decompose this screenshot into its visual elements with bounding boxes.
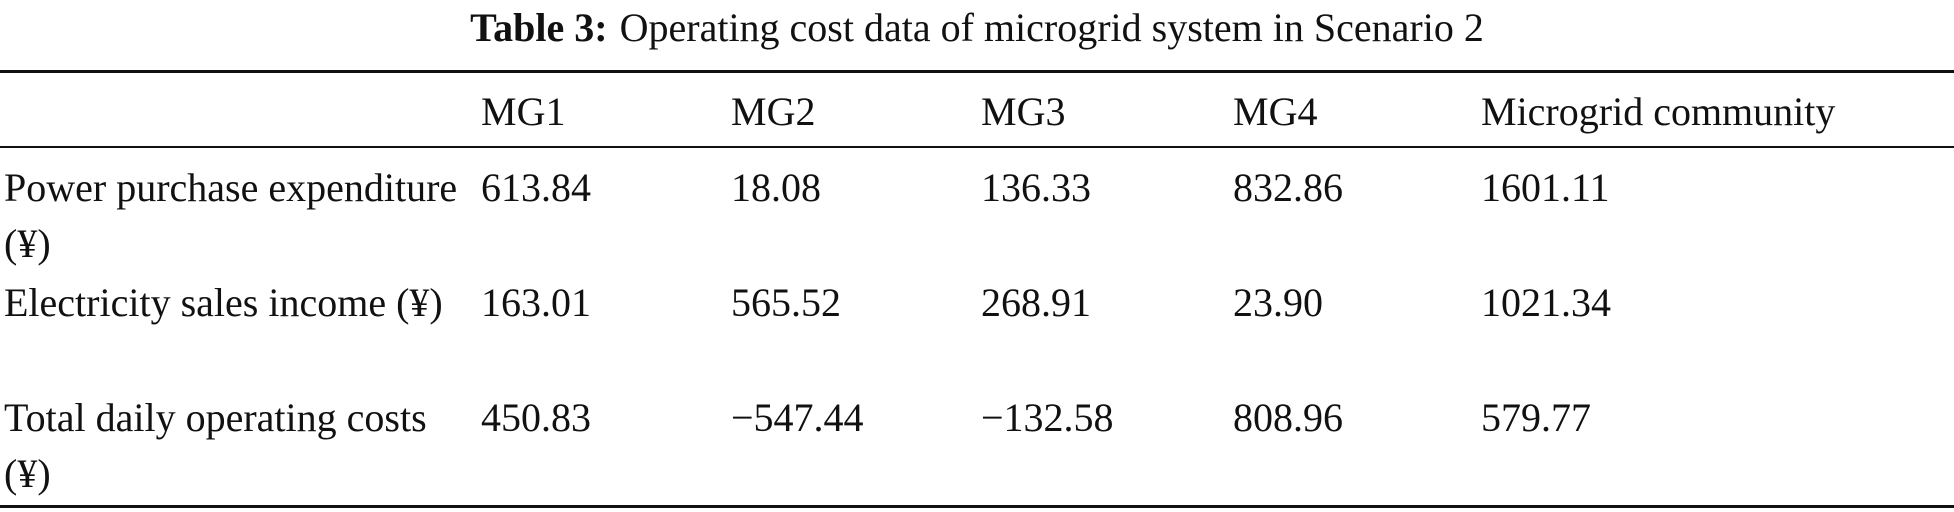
bottom-rule (0, 505, 1954, 508)
table-title: Operating cost data of microgrid system … (619, 5, 1484, 50)
table-cell: 18.08 (731, 165, 821, 210)
table-number: Table 3: (470, 5, 608, 50)
row-label-total-costs: Total daily operating costs (¥) (4, 395, 427, 496)
table-cell: 1021.34 (1481, 280, 1611, 325)
column-header-community: Microgrid community (1481, 89, 1836, 134)
table-cell: −547.44 (731, 395, 864, 440)
row-label-sales-income: Electricity sales income (¥) (4, 280, 443, 325)
table-cell: 1601.11 (1481, 165, 1610, 210)
table-cell: 808.96 (1233, 395, 1343, 440)
column-header-mg2: MG2 (731, 89, 816, 134)
column-header-mg1: MG1 (481, 89, 566, 134)
table-cell: 579.77 (1481, 395, 1591, 440)
table-cell: 832.86 (1233, 165, 1343, 210)
table-cell: 268.91 (981, 280, 1091, 325)
header-rule (0, 146, 1954, 148)
table-cell: 565.52 (731, 280, 841, 325)
table-cell: 163.01 (481, 280, 591, 325)
table-cell: 450.83 (481, 395, 591, 440)
row-label-power-purchase: Power purchase expenditure (¥) (4, 165, 458, 266)
table-cell: 23.90 (1233, 280, 1323, 325)
table-cell: 136.33 (981, 165, 1091, 210)
table-cell: 613.84 (481, 165, 591, 210)
top-rule (0, 70, 1954, 73)
table-caption: Table 3: Operating cost data of microgrid… (0, 2, 1954, 54)
column-header-mg4: MG4 (1233, 89, 1318, 134)
table-cell: −132.58 (981, 395, 1114, 440)
column-header-mg3: MG3 (981, 89, 1066, 134)
